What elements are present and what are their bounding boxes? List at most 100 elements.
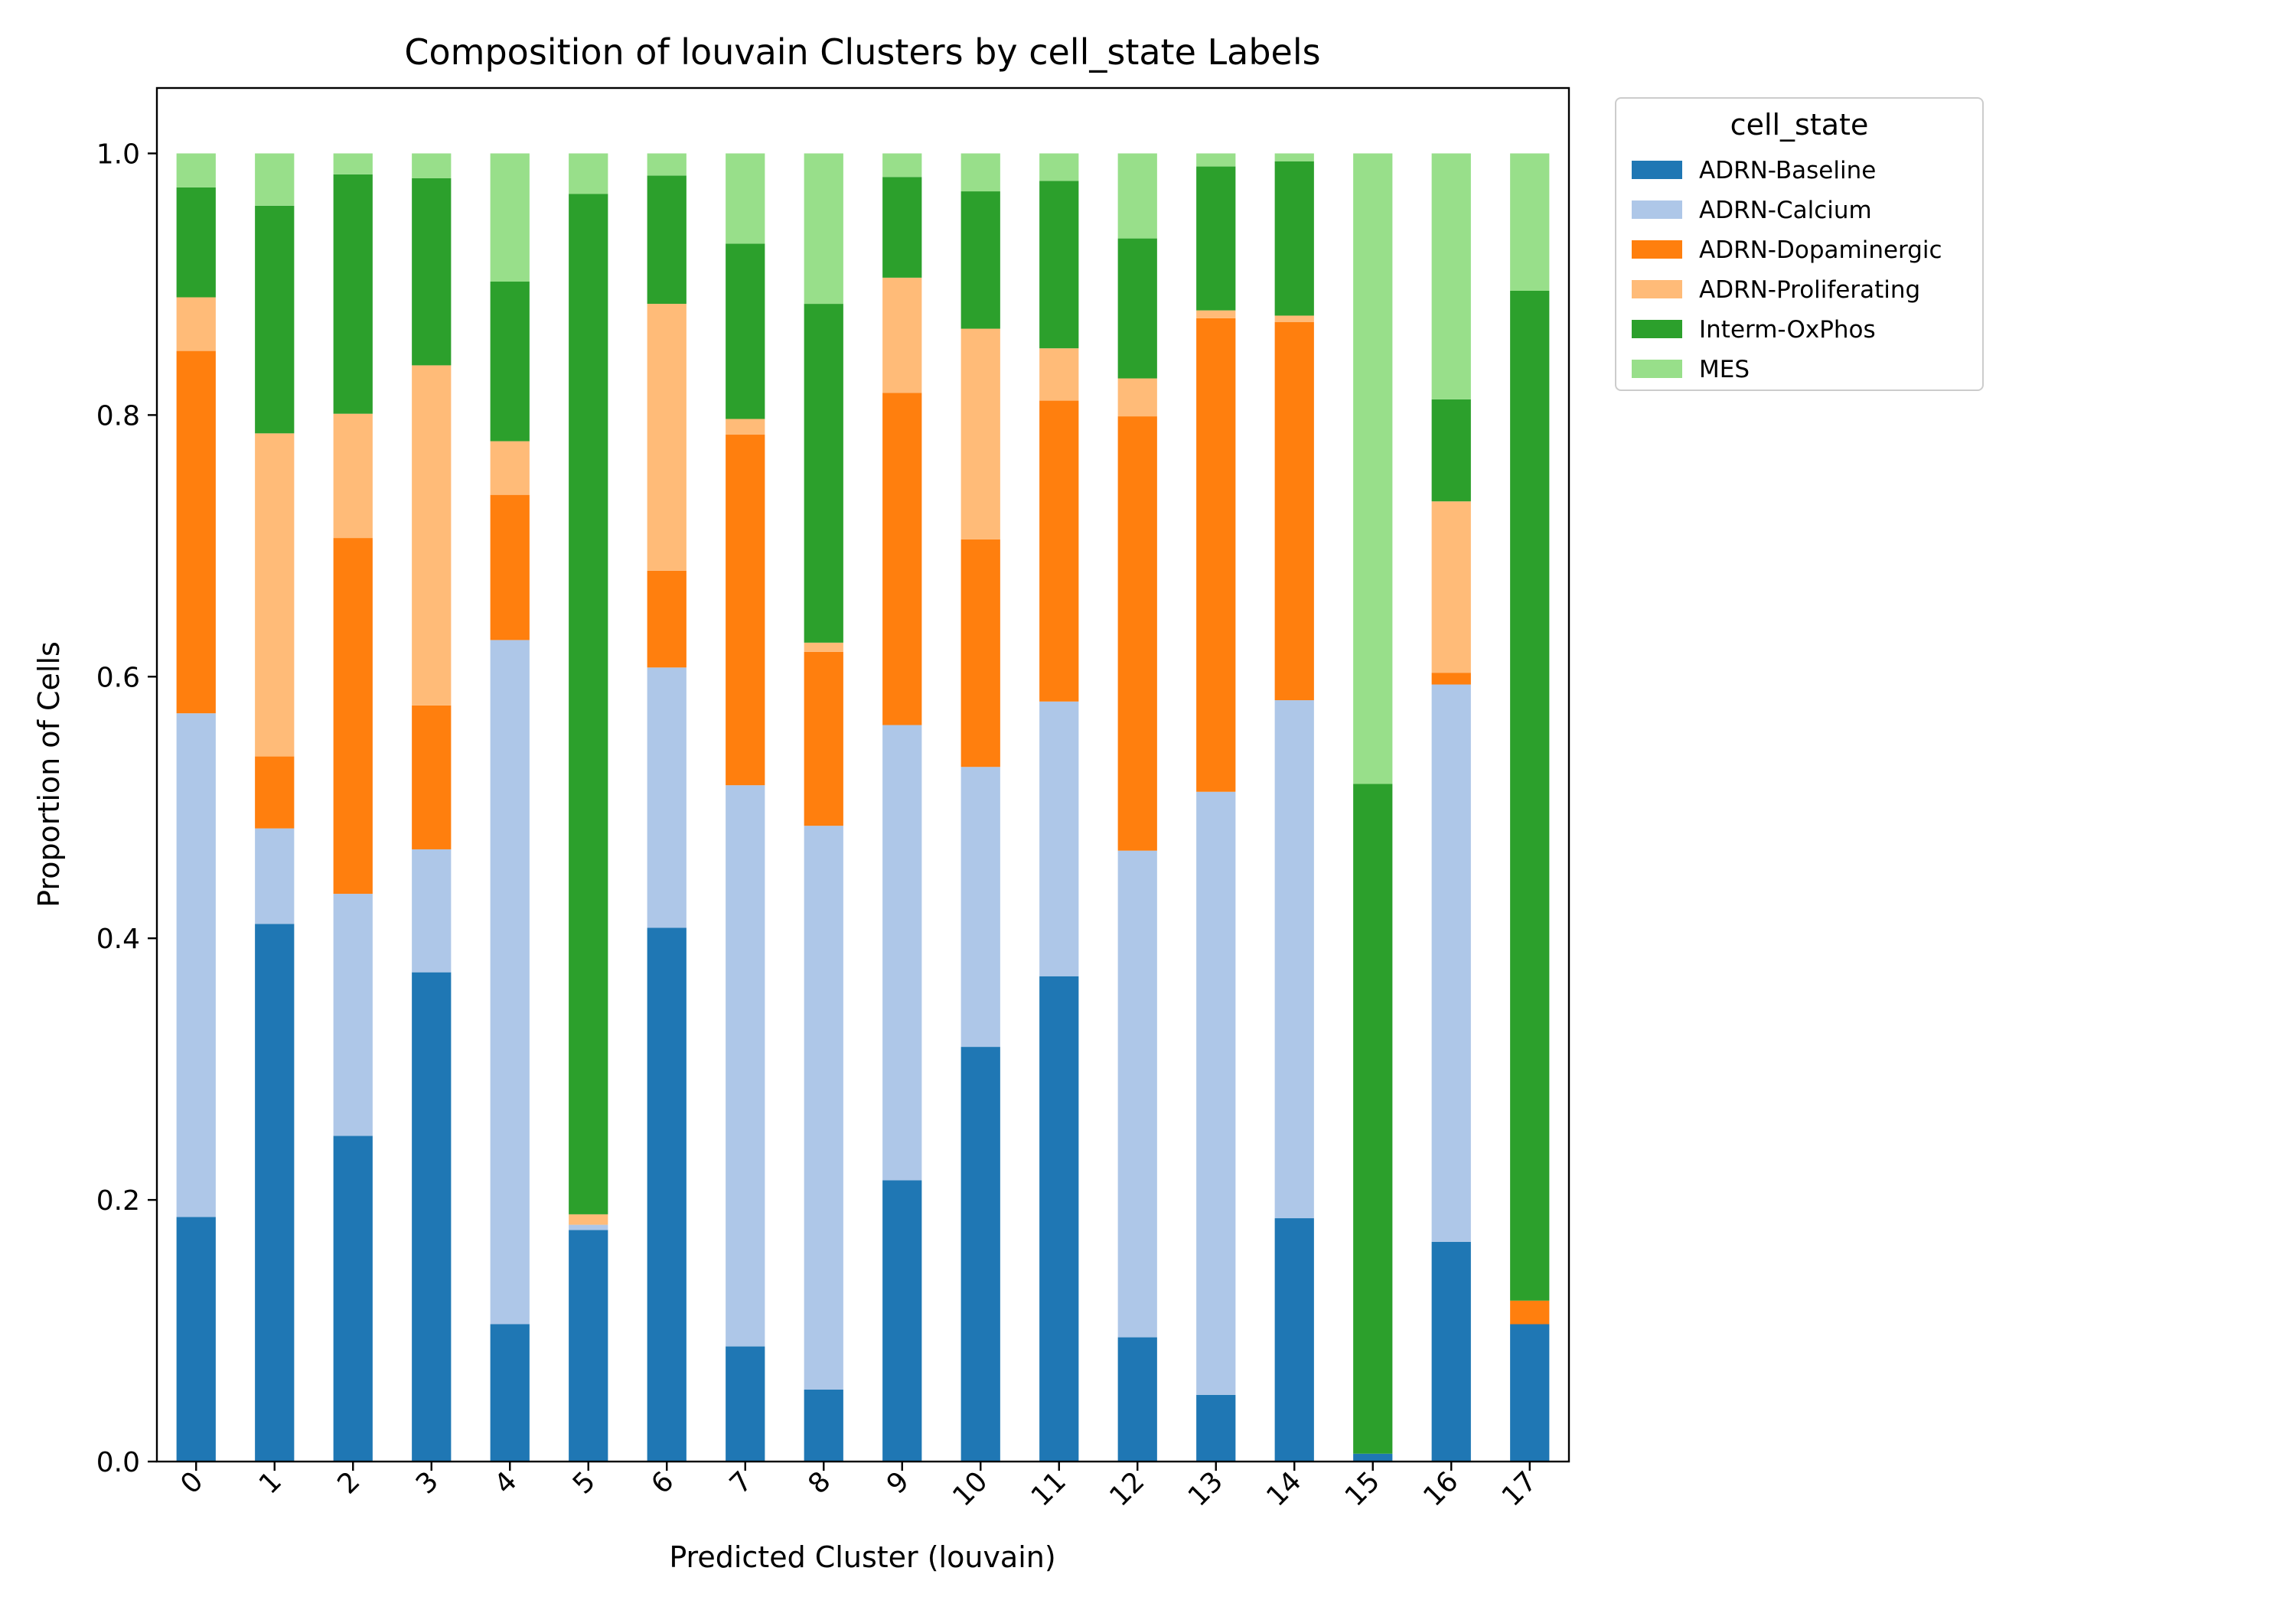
bar-segment-cluster-12-adrn-dopaminergic — [1117, 416, 1157, 851]
bar-segment-cluster-13-adrn-dopaminergic — [1196, 318, 1236, 792]
bar-segment-cluster-9-interm-oxphos — [882, 177, 922, 278]
bar-segment-cluster-3-interm-oxphos — [412, 178, 452, 366]
bar-segment-cluster-14-adrn-calcium — [1274, 700, 1314, 1219]
legend-label: ADRN-Proliferating — [1699, 276, 1920, 304]
bar-segment-cluster-17-adrn-dopaminergic — [1510, 1300, 1550, 1325]
bar-segment-cluster-2-interm-oxphos — [333, 174, 373, 414]
y-axis: 0.0 0.2 0.4 0.6 0.8 1.0 — [96, 139, 157, 1478]
y-tick-label: 0.2 — [96, 1185, 140, 1217]
legend-label: MES — [1699, 356, 1750, 383]
bar-segment-cluster-10-adrn-proliferating — [960, 328, 1000, 539]
bar-segment-cluster-10-mes — [960, 153, 1000, 192]
legend-frame — [1615, 97, 1984, 391]
bar-segment-cluster-14-mes — [1274, 153, 1314, 161]
bar-segment-cluster-6-adrn-dopaminergic — [647, 570, 687, 668]
bar-segment-cluster-4-adrn-proliferating — [490, 441, 530, 495]
bar-segment-cluster-13-adrn-calcium — [1196, 791, 1236, 1395]
y-tick-label: 1.0 — [96, 139, 140, 170]
plot-frame — [155, 86, 1570, 1463]
y-tick-label: 0.6 — [96, 662, 140, 693]
bar-segment-cluster-11-interm-oxphos — [1039, 181, 1079, 349]
bar-segment-cluster-7-adrn-baseline — [726, 1346, 765, 1462]
bar-segment-cluster-3-adrn-proliferating — [412, 365, 452, 706]
bar-segment-cluster-15-adrn-baseline — [1353, 1453, 1393, 1462]
bar-segment-cluster-2-adrn-proliferating — [333, 413, 373, 539]
bar-segment-cluster-7-interm-oxphos — [726, 243, 765, 419]
bar-segment-cluster-5-adrn-proliferating — [569, 1214, 608, 1225]
bar-segment-cluster-0-adrn-calcium — [176, 713, 216, 1217]
bar-segment-cluster-4-adrn-dopaminergic — [490, 494, 530, 640]
bar-segment-cluster-8-adrn-baseline — [804, 1389, 843, 1462]
bar-segment-cluster-13-mes — [1196, 153, 1236, 167]
legend-swatch — [1632, 240, 1682, 259]
bar-segment-cluster-16-adrn-dopaminergic — [1431, 673, 1471, 685]
bar-segment-cluster-14-adrn-dopaminergic — [1274, 322, 1314, 701]
bar-segment-cluster-5-mes — [569, 153, 608, 194]
bar-segment-cluster-10-adrn-dopaminergic — [960, 539, 1000, 768]
bar-segment-cluster-6-mes — [647, 153, 687, 176]
bar-segment-cluster-12-adrn-calcium — [1117, 850, 1157, 1338]
legend-label: ADRN-Baseline — [1699, 157, 1876, 184]
bar-segment-cluster-10-adrn-baseline — [960, 1047, 1000, 1462]
bar-segment-cluster-0-adrn-proliferating — [176, 297, 216, 351]
bar-segment-cluster-5-interm-oxphos — [569, 194, 608, 1214]
bar-segment-cluster-16-adrn-baseline — [1431, 1241, 1471, 1462]
bar-segment-cluster-9-adrn-proliferating — [882, 277, 922, 393]
bar-segment-cluster-9-adrn-calcium — [882, 725, 922, 1181]
bar-segment-cluster-11-adrn-dopaminergic — [1039, 400, 1079, 702]
bar-segment-cluster-9-adrn-baseline — [882, 1180, 922, 1462]
legend-title: cell_state — [1730, 108, 1869, 142]
bar-segment-cluster-14-interm-oxphos — [1274, 161, 1314, 316]
bar-segment-cluster-0-adrn-baseline — [176, 1217, 216, 1462]
bar-segment-cluster-6-adrn-calcium — [647, 667, 687, 928]
bar-segment-cluster-4-interm-oxphos — [490, 282, 530, 442]
bar-segment-cluster-1-adrn-dopaminergic — [255, 756, 295, 829]
y-tick-label: 0.0 — [96, 1447, 140, 1478]
legend: cell_state ADRN-BaselineADRN-CalciumADRN… — [1615, 97, 1984, 391]
bar-segment-cluster-6-adrn-baseline — [647, 927, 687, 1462]
bar-segment-cluster-17-adrn-baseline — [1510, 1324, 1550, 1462]
bar-segment-cluster-16-adrn-proliferating — [1431, 501, 1471, 673]
bar-segment-cluster-11-adrn-calcium — [1039, 701, 1079, 976]
legend-swatch — [1632, 280, 1682, 298]
legend-swatch — [1632, 161, 1682, 179]
bar-segment-cluster-7-adrn-proliferating — [726, 419, 765, 435]
bar-segment-cluster-13-adrn-baseline — [1196, 1394, 1236, 1462]
bar-segment-cluster-9-adrn-dopaminergic — [882, 393, 922, 725]
y-axis-label: Proportion of Cells — [32, 641, 66, 908]
bar-segment-cluster-10-interm-oxphos — [960, 191, 1000, 329]
bar-segment-cluster-8-interm-oxphos — [804, 304, 843, 643]
bar-segment-cluster-7-adrn-calcium — [726, 785, 765, 1347]
bar-segment-cluster-13-interm-oxphos — [1196, 166, 1236, 311]
bar-segment-cluster-13-adrn-proliferating — [1196, 310, 1236, 318]
bar-segment-cluster-1-adrn-proliferating — [255, 433, 295, 757]
bar-segment-cluster-2-mes — [333, 153, 373, 174]
bar-segment-cluster-2-adrn-dopaminergic — [333, 538, 373, 895]
bar-segment-cluster-3-mes — [412, 153, 452, 178]
x-axis-label: Predicted Cluster (louvain) — [669, 1540, 1055, 1574]
legend-items: ADRN-Baseline ADRN-Calcium ADRN-Dopaminerg… — [1632, 157, 1942, 383]
bar-segment-cluster-3-adrn-dopaminergic — [412, 705, 452, 849]
bar-segment-cluster-8-mes — [804, 153, 843, 305]
bar-segment-cluster-8-adrn-dopaminergic — [804, 651, 843, 826]
bar-segment-cluster-1-interm-oxphos — [255, 205, 295, 434]
bar-segment-cluster-0-interm-oxphos — [176, 187, 216, 298]
bar-segment-cluster-4-mes — [490, 153, 530, 282]
y-tick-label: 0.4 — [96, 924, 140, 955]
chart-title: Composition of louvain Clusters by cell_… — [404, 31, 1320, 73]
bar-segment-cluster-2-adrn-calcium — [333, 894, 373, 1136]
bar-segment-cluster-17-mes — [1510, 153, 1550, 291]
bar-segment-cluster-1-adrn-calcium — [255, 828, 295, 924]
bar-segment-cluster-14-adrn-baseline — [1274, 1218, 1314, 1462]
bar-segment-cluster-12-mes — [1117, 153, 1157, 239]
legend-swatch — [1632, 360, 1682, 378]
bar-segment-cluster-11-adrn-proliferating — [1039, 348, 1079, 401]
bar-segment-cluster-6-interm-oxphos — [647, 175, 687, 305]
legend-label: ADRN-Dopaminergic — [1699, 236, 1942, 264]
bar-segment-cluster-1-adrn-baseline — [255, 924, 295, 1462]
bar-segment-cluster-12-adrn-proliferating — [1117, 378, 1157, 417]
bar-segment-cluster-7-mes — [726, 153, 765, 244]
bar-segment-cluster-2-adrn-baseline — [333, 1136, 373, 1462]
legend-label: Interm-OxPhos — [1699, 316, 1876, 344]
